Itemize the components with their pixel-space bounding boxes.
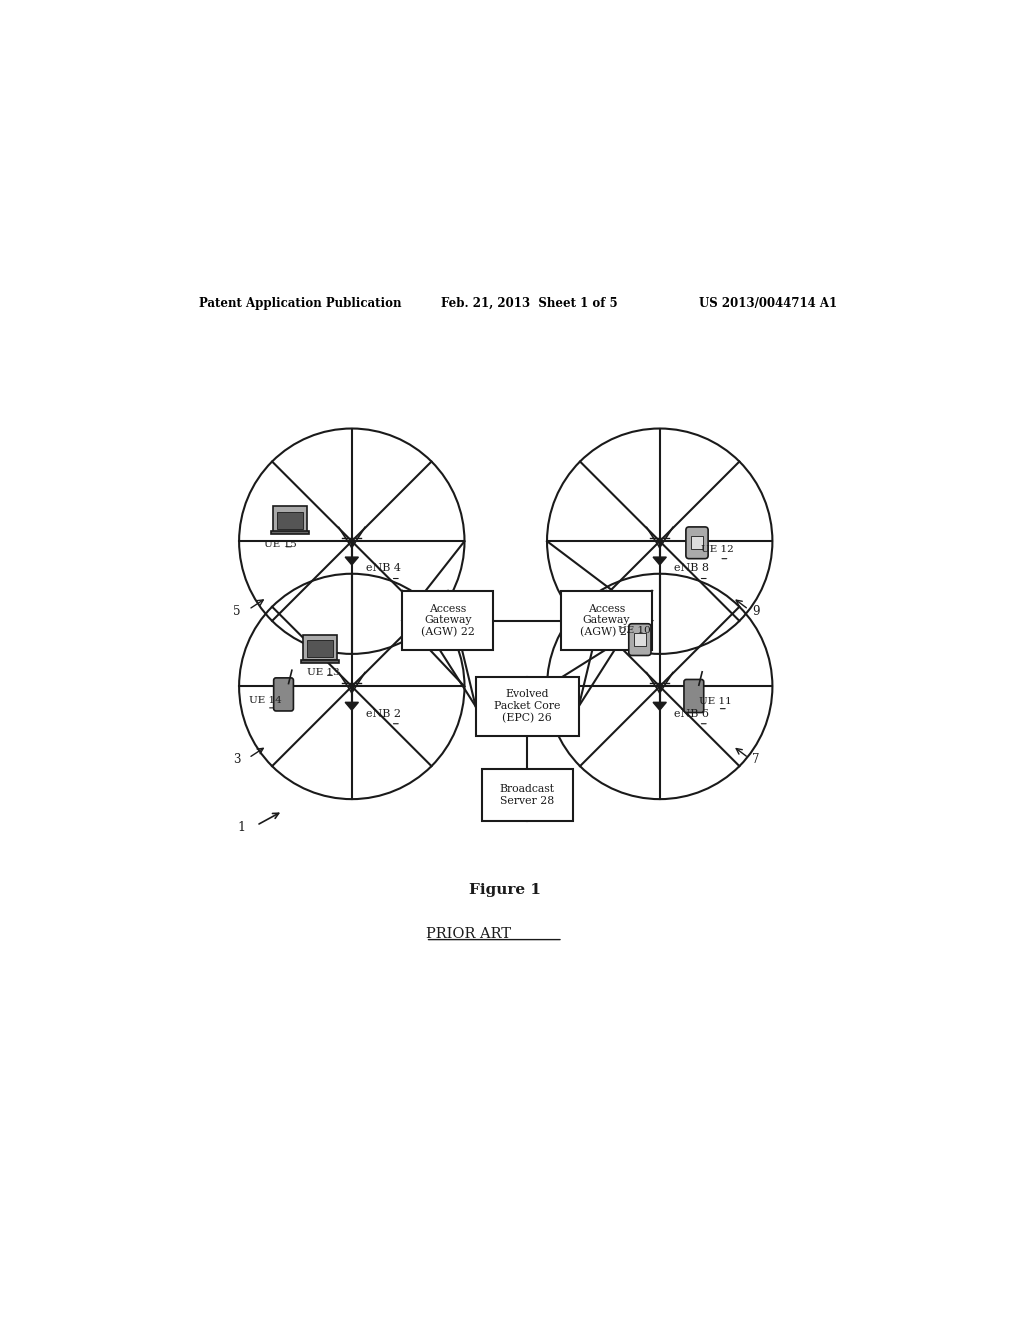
Polygon shape xyxy=(653,702,667,710)
FancyBboxPatch shape xyxy=(270,531,309,535)
Text: eNB 6: eNB 6 xyxy=(674,709,709,718)
Text: US 2013/0044714 A1: US 2013/0044714 A1 xyxy=(699,297,838,310)
FancyBboxPatch shape xyxy=(278,512,303,529)
FancyBboxPatch shape xyxy=(475,677,579,737)
Text: Patent Application Publication: Patent Application Publication xyxy=(200,297,402,310)
FancyBboxPatch shape xyxy=(691,536,702,549)
Text: Feb. 21, 2013  Sheet 1 of 5: Feb. 21, 2013 Sheet 1 of 5 xyxy=(441,297,618,310)
Text: 1: 1 xyxy=(238,821,246,834)
FancyBboxPatch shape xyxy=(272,506,307,532)
Text: UE 12: UE 12 xyxy=(701,545,734,553)
FancyBboxPatch shape xyxy=(402,591,494,651)
Text: 7: 7 xyxy=(752,754,759,767)
Text: eNB 2: eNB 2 xyxy=(367,709,401,718)
Text: UE 14: UE 14 xyxy=(249,696,282,705)
Text: Evolved
Packet Core
(EPC) 26: Evolved Packet Core (EPC) 26 xyxy=(494,689,560,723)
Text: UE 10: UE 10 xyxy=(618,626,651,635)
Polygon shape xyxy=(653,557,667,565)
Text: 9: 9 xyxy=(752,605,759,618)
Text: Broadcast
Server 28: Broadcast Server 28 xyxy=(500,784,555,807)
Text: 3: 3 xyxy=(232,754,241,767)
Text: eNB 8: eNB 8 xyxy=(674,564,709,573)
Text: UE 11: UE 11 xyxy=(699,697,732,706)
FancyBboxPatch shape xyxy=(301,660,339,663)
Text: Access
Gateway
(AGW) 24: Access Gateway (AGW) 24 xyxy=(580,603,634,638)
FancyBboxPatch shape xyxy=(273,678,294,711)
FancyBboxPatch shape xyxy=(303,635,337,660)
FancyBboxPatch shape xyxy=(684,680,703,713)
Text: UE 15: UE 15 xyxy=(264,540,297,549)
FancyBboxPatch shape xyxy=(629,624,651,656)
Text: Figure 1: Figure 1 xyxy=(469,883,542,898)
Text: eNB 4: eNB 4 xyxy=(367,564,401,573)
Text: Access
Gateway
(AGW) 22: Access Gateway (AGW) 22 xyxy=(421,603,475,638)
FancyBboxPatch shape xyxy=(686,527,709,558)
FancyBboxPatch shape xyxy=(307,640,333,657)
Text: PRIOR ART: PRIOR ART xyxy=(426,927,511,941)
Polygon shape xyxy=(345,557,358,565)
Polygon shape xyxy=(345,702,358,710)
FancyBboxPatch shape xyxy=(481,770,572,821)
FancyBboxPatch shape xyxy=(561,591,652,651)
Text: 5: 5 xyxy=(232,605,241,618)
Text: UE 13: UE 13 xyxy=(306,668,339,677)
FancyBboxPatch shape xyxy=(634,634,645,645)
